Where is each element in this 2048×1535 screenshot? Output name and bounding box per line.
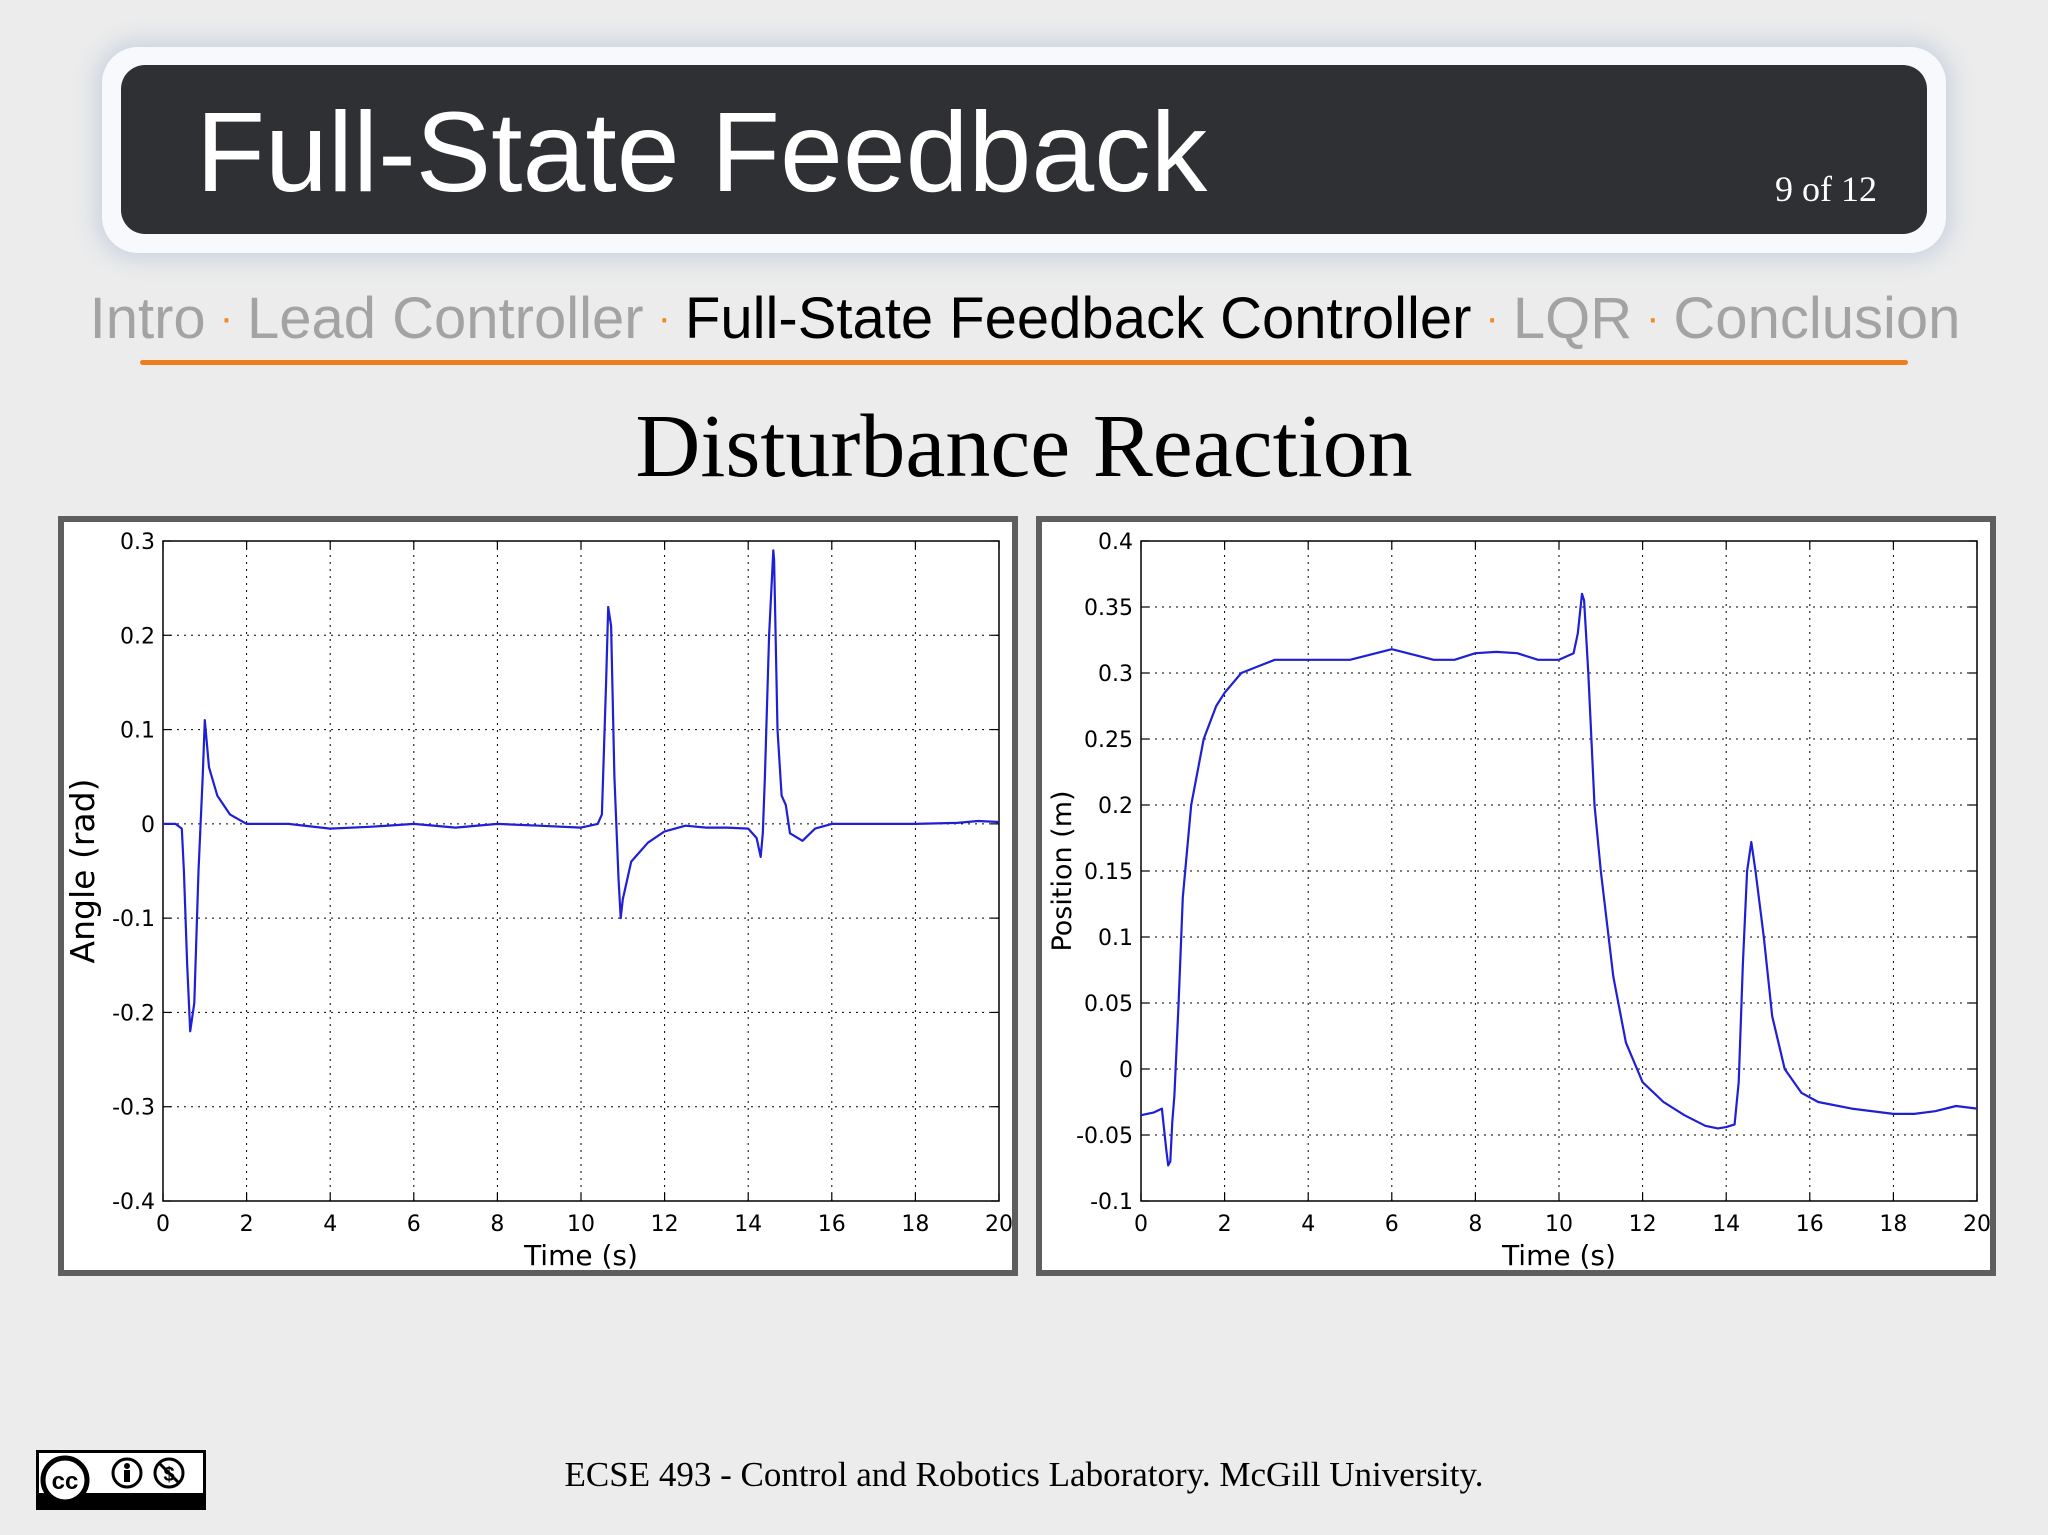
y-tick-label: -0.3 [112, 1096, 155, 1121]
x-tick-label: 10 [567, 1212, 595, 1237]
svg-text:cc: cc [52, 1468, 79, 1495]
x-tick-label: 2 [1218, 1212, 1232, 1237]
x-tick-label: 18 [901, 1212, 929, 1237]
x-tick-label: 2 [240, 1212, 254, 1237]
nav-item-conclusion[interactable]: Conclusion [1673, 285, 1961, 351]
x-tick-label: 8 [1468, 1212, 1482, 1237]
y-tick-label: -0.4 [112, 1190, 155, 1215]
x-tick-label: 18 [1879, 1212, 1907, 1237]
page-title: Full-State Feedback [196, 89, 1208, 215]
x-tick-label: 12 [651, 1212, 679, 1237]
section-nav: Intro · Lead Controller · Full-State Feedbac… [89, 283, 1961, 353]
x-tick-label: 14 [734, 1212, 762, 1237]
x-tick-label: 8 [490, 1212, 504, 1237]
nav-item-lead-controller[interactable]: Lead Controller [247, 285, 644, 351]
x-tick-label: 16 [1796, 1212, 1824, 1237]
x-tick-label: 4 [323, 1212, 337, 1237]
y-tick-label: 0.35 [1084, 596, 1133, 621]
angle-chart: 0 2 4 6 8 10 12 14 16 18 20 -0.4 -0.3 -0.2 -0.1 0 0.1 0.2… [64, 530, 1012, 1270]
y-tick-label: 0 [141, 813, 155, 838]
title-bar [121, 65, 1927, 234]
angle-chart-panel: 0 2 4 6 8 10 12 14 16 18 20 -0.4 -0.3 -0.2 -0.1 0 0.1 0.2… [58, 516, 1018, 1276]
y-axis-label: Angle (rad) [64, 779, 102, 964]
slide-number: 9 of 12 [1775, 169, 1877, 209]
footer-text: ECSE 493 - Control and Robotics Laborato… [564, 1455, 1484, 1494]
y-tick-label: -0.1 [112, 907, 155, 932]
y-tick-label: 0.25 [1084, 728, 1133, 753]
nav-item-full-state-feedback-controller[interactable]: Full-State Feedback Controller [684, 285, 1472, 351]
y-tick-label: -0.2 [112, 1001, 155, 1026]
y-tick-label: 0.2 [120, 624, 155, 649]
y-tick-label: 0.2 [1098, 794, 1133, 819]
y-tick-label: 0 [1119, 1058, 1133, 1083]
y-axis-label: Position (m) [1047, 790, 1078, 951]
y-tick-label: 0.4 [1098, 530, 1133, 555]
x-tick-label: 20 [1963, 1212, 1990, 1237]
nav-item-intro[interactable]: Intro [89, 285, 206, 351]
x-tick-label: 10 [1545, 1212, 1573, 1237]
position-chart: 0 2 4 6 8 10 12 14 16 18 20 -0.1 -0.05 0 0.05 0.1 0.15 0.… [1047, 530, 1990, 1270]
nav-separator: · [1485, 295, 1499, 340]
x-axis-label: Time (s) [523, 1239, 638, 1270]
y-tick-label: -0.05 [1076, 1124, 1133, 1149]
nav-separator: · [219, 295, 234, 340]
x-tick-label: 4 [1301, 1212, 1315, 1237]
nav-underline [140, 360, 1908, 365]
x-tick-label: 16 [818, 1212, 846, 1237]
x-tick-label: 20 [985, 1212, 1012, 1237]
y-tick-label: 0.1 [120, 719, 155, 744]
y-tick-label: 0.1 [1098, 926, 1133, 951]
position-chart-panel: 0 2 4 6 8 10 12 14 16 18 20 -0.1 -0.05 0 0.05 0.1 0.15 0.… [1036, 516, 1996, 1276]
y-tick-label: -0.1 [1090, 1190, 1133, 1215]
x-tick-label: 12 [1629, 1212, 1657, 1237]
cc-by-nc-icon: cc $ [36, 1450, 206, 1510]
y-tick-label: 0.3 [1098, 662, 1133, 687]
y-tick-label: 0.3 [120, 530, 155, 555]
x-axis-label: Time (s) [1501, 1239, 1616, 1270]
series-line-0 [163, 549, 1000, 1033]
series-line-1 [1140, 592, 1978, 1167]
x-tick-label: 6 [407, 1212, 421, 1237]
slide-heading: Disturbance Reaction [635, 397, 1413, 496]
x-tick-label: 14 [1712, 1212, 1740, 1237]
nav-separator: · [1646, 295, 1660, 340]
nav-separator: · [657, 295, 671, 340]
x-tick-label: 6 [1385, 1212, 1399, 1237]
y-tick-label: 0.05 [1084, 992, 1133, 1017]
x-tick-label: 0 [156, 1212, 170, 1237]
x-tick-label: 0 [1134, 1212, 1148, 1237]
nav-item-lqr[interactable]: LQR [1512, 285, 1633, 351]
y-tick-label: 0.15 [1084, 860, 1133, 885]
